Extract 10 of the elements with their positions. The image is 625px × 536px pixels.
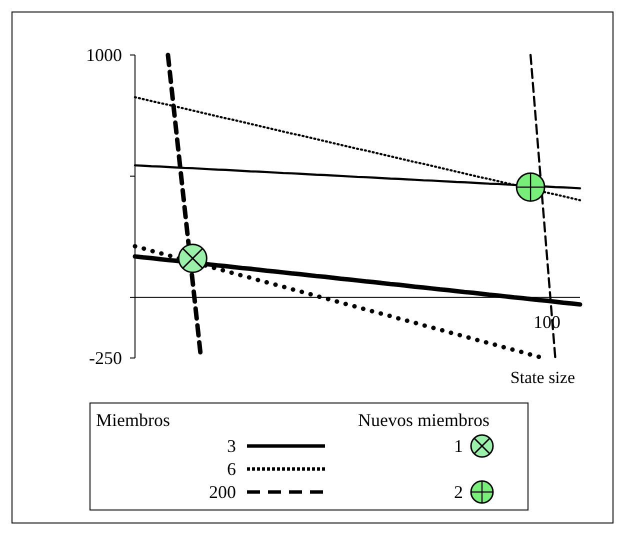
legend-label: 1	[454, 436, 463, 456]
legend-label: 2	[454, 482, 463, 502]
legend-title: Miembros	[96, 410, 170, 430]
y-tick-label: 1000	[86, 44, 122, 65]
text: Nuevos miembros	[358, 410, 490, 430]
legend-label: 6	[227, 459, 236, 479]
x-axis-title: State size	[510, 368, 575, 387]
y-tick-label: -250	[89, 348, 122, 368]
legend-label: 200	[209, 482, 236, 502]
legend-label: 3	[227, 436, 236, 456]
